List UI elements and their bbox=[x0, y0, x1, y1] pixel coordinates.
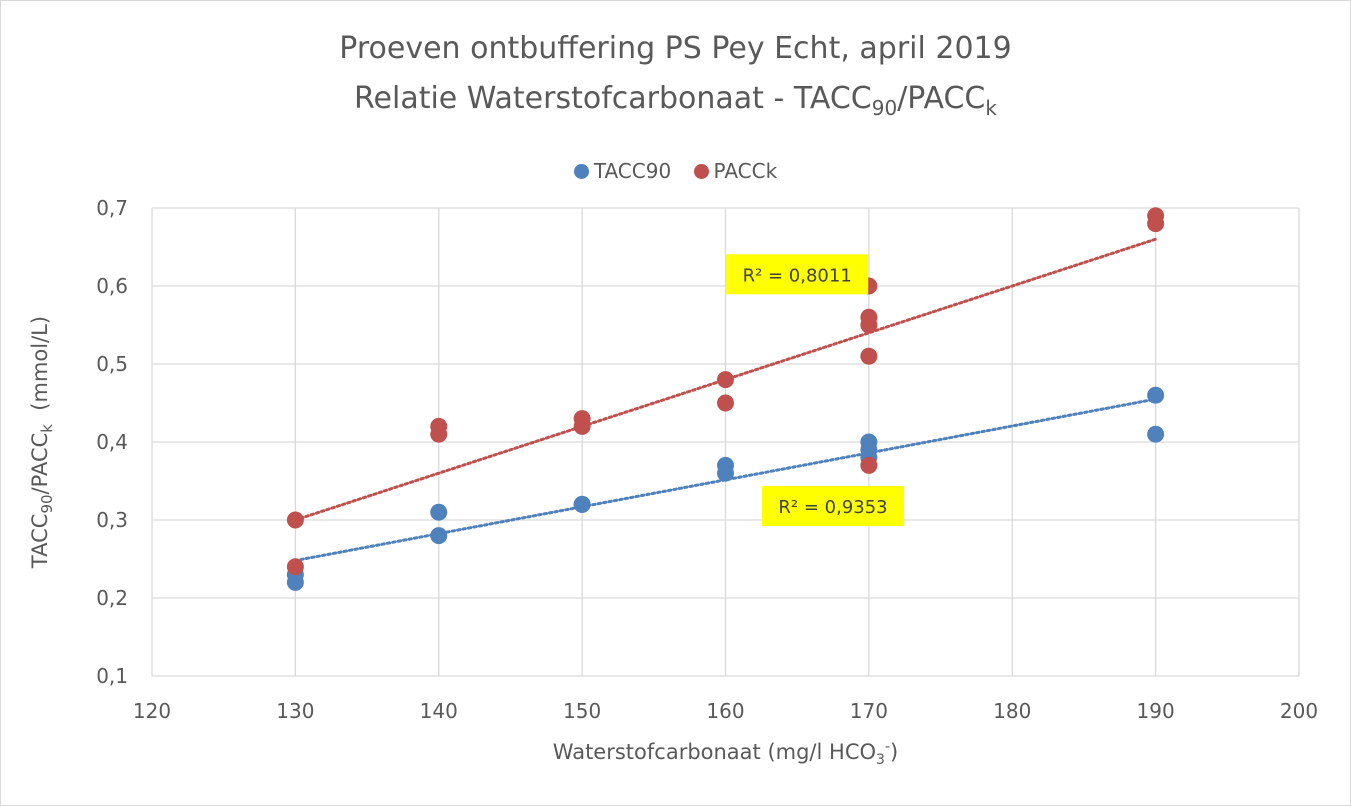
chart-title-line2: Relatie Waterstofcarbonaat - TACC90/PACC… bbox=[0, 81, 1351, 120]
data-point bbox=[1147, 386, 1165, 404]
legend: TACC90 PACCk bbox=[0, 159, 1351, 183]
r2-label: R² = 0,9353 bbox=[778, 497, 887, 518]
xlabel-sup: - bbox=[884, 739, 890, 755]
y-tick-label: 0,1 bbox=[96, 664, 128, 688]
y-tick-label: 0,7 bbox=[96, 196, 128, 220]
x-tick-label: 150 bbox=[563, 699, 601, 723]
data-point bbox=[430, 527, 448, 545]
legend-label: PACCk bbox=[713, 159, 778, 183]
data-point bbox=[430, 503, 448, 521]
xlabel-part: Waterstofcarbonaat (mg/l HCO bbox=[552, 740, 877, 764]
chart-title-text: Proeven ontbuffering PS Pey Echt, april … bbox=[339, 31, 1012, 66]
x-tick-label: 190 bbox=[1137, 699, 1175, 723]
data-point bbox=[717, 394, 734, 412]
data-point bbox=[286, 511, 304, 529]
legend-label: TACC90 bbox=[593, 159, 672, 183]
legend-item-tacc90: TACC90 bbox=[573, 159, 672, 183]
r2-label: R² = 0,8011 bbox=[743, 265, 852, 286]
x-tick-label: 120 bbox=[133, 699, 171, 723]
data-point bbox=[860, 316, 878, 334]
data-point bbox=[430, 425, 448, 443]
title2-sub90: 90 bbox=[871, 96, 898, 120]
data-point bbox=[860, 347, 878, 365]
title2-subk: k bbox=[985, 96, 997, 120]
x-tick-label: 160 bbox=[706, 699, 744, 723]
x-tick-label: 170 bbox=[850, 699, 888, 723]
legend-item-pacck: PACCk bbox=[693, 159, 778, 183]
x-tick-label: 140 bbox=[420, 699, 458, 723]
data-point bbox=[1147, 425, 1165, 443]
data-point bbox=[860, 456, 878, 474]
x-tick-label: 180 bbox=[993, 699, 1031, 723]
x-tick-label: 130 bbox=[276, 699, 314, 723]
y-tick-label: 0,6 bbox=[96, 274, 128, 298]
legend-marker-icon bbox=[573, 164, 589, 179]
data-point bbox=[717, 464, 734, 482]
y-tick-label: 0,4 bbox=[96, 430, 128, 454]
data-point bbox=[1147, 215, 1165, 233]
r2-label-box bbox=[762, 485, 905, 526]
x-axis-title: Waterstofcarbonaat (mg/l HCO3-) bbox=[0, 739, 1351, 768]
title2-prefix: Relatie Waterstofcarbonaat - TACC bbox=[354, 81, 872, 116]
data-point bbox=[573, 495, 591, 513]
data-point bbox=[717, 371, 734, 389]
y-tick-label: 0,2 bbox=[96, 586, 128, 610]
r2-label-box bbox=[726, 254, 869, 295]
legend-marker-icon bbox=[693, 164, 709, 179]
chart-title-line1: Proeven ontbuffering PS Pey Echt, april … bbox=[0, 31, 1351, 66]
data-point bbox=[286, 558, 304, 576]
title2-mid: /PACC bbox=[897, 81, 986, 116]
xlabel-sub: 3 bbox=[876, 752, 885, 769]
y-tick-label: 0,3 bbox=[96, 508, 128, 532]
x-tick-label: 200 bbox=[1280, 699, 1318, 723]
data-point bbox=[573, 417, 591, 435]
xlabel-part: ) bbox=[890, 740, 899, 764]
y-tick-label: 0,5 bbox=[96, 352, 128, 376]
